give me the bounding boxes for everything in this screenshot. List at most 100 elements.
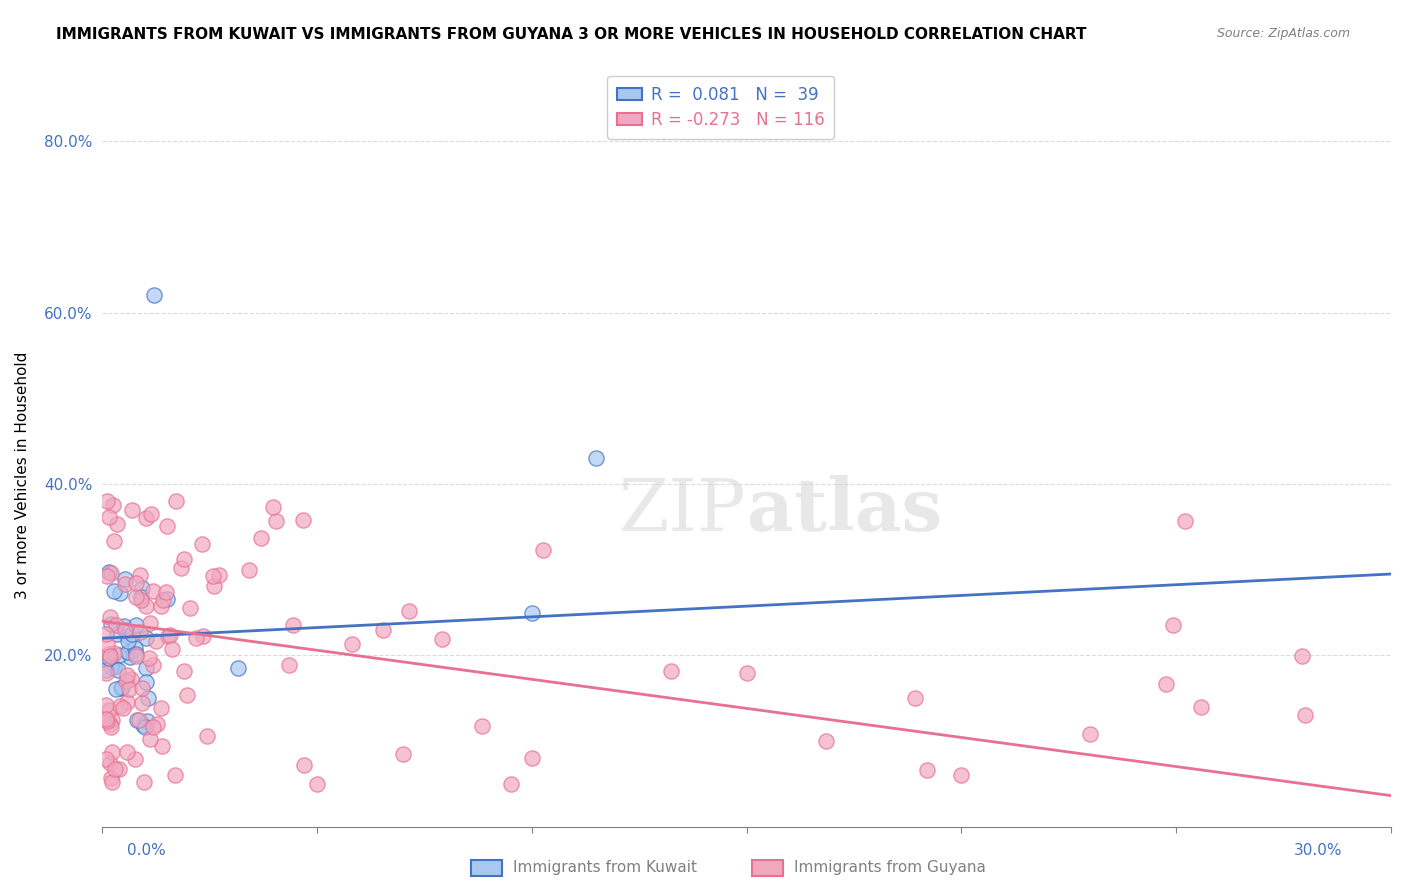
Point bbox=[96, 569, 118, 583]
Point bbox=[585, 451, 607, 466]
Point bbox=[735, 665, 758, 680]
Point bbox=[471, 719, 494, 733]
Point bbox=[176, 688, 198, 702]
Point bbox=[138, 651, 160, 665]
Point bbox=[152, 593, 174, 607]
Point bbox=[432, 632, 454, 646]
Point bbox=[108, 698, 131, 713]
Point bbox=[371, 624, 394, 638]
Point bbox=[159, 628, 181, 642]
Point bbox=[173, 552, 195, 566]
Point bbox=[96, 714, 118, 728]
Point bbox=[125, 649, 148, 664]
Point bbox=[96, 663, 118, 677]
Point bbox=[145, 717, 167, 731]
Point bbox=[226, 661, 249, 675]
Point bbox=[139, 731, 162, 746]
Point bbox=[128, 625, 150, 640]
Point bbox=[195, 729, 218, 743]
Point bbox=[249, 531, 271, 545]
Point bbox=[520, 751, 543, 765]
Point bbox=[107, 762, 129, 776]
Point bbox=[283, 617, 305, 632]
Point bbox=[132, 774, 155, 789]
Point bbox=[156, 592, 179, 607]
Point bbox=[531, 543, 554, 558]
Point bbox=[121, 672, 143, 686]
Text: Source: ZipAtlas.com: Source: ZipAtlas.com bbox=[1216, 27, 1350, 40]
Legend: R =  0.081   N =  39, R = -0.273   N = 116: R = 0.081 N = 39, R = -0.273 N = 116 bbox=[607, 76, 834, 139]
Text: atlas: atlas bbox=[747, 475, 942, 546]
Point bbox=[107, 663, 129, 677]
Point bbox=[101, 713, 124, 727]
Point bbox=[104, 681, 127, 696]
Point bbox=[114, 576, 136, 591]
Point bbox=[96, 627, 118, 641]
Point bbox=[121, 627, 143, 641]
Point bbox=[128, 714, 150, 728]
Point bbox=[97, 510, 120, 524]
Point bbox=[101, 745, 124, 759]
Point bbox=[142, 288, 165, 302]
Text: 0.0%: 0.0% bbox=[127, 843, 166, 858]
Point bbox=[142, 720, 165, 734]
Point bbox=[173, 664, 195, 678]
Point bbox=[208, 567, 231, 582]
Point bbox=[100, 771, 122, 785]
Point bbox=[340, 637, 363, 651]
Point bbox=[238, 563, 260, 577]
Point bbox=[1189, 699, 1212, 714]
Point bbox=[191, 537, 214, 551]
Point bbox=[149, 701, 172, 715]
Text: Immigrants from Guyana: Immigrants from Guyana bbox=[794, 861, 986, 875]
Point bbox=[96, 666, 118, 681]
Point bbox=[115, 668, 138, 682]
Point bbox=[904, 691, 927, 706]
Point bbox=[98, 651, 121, 665]
Point bbox=[179, 601, 201, 615]
Point bbox=[1291, 648, 1313, 663]
Point bbox=[117, 629, 139, 643]
Point bbox=[135, 661, 157, 675]
Point bbox=[96, 751, 118, 765]
Point bbox=[125, 647, 148, 661]
Point bbox=[131, 696, 153, 710]
Point bbox=[97, 703, 120, 717]
Point bbox=[814, 734, 837, 748]
Point bbox=[292, 758, 315, 772]
Point bbox=[115, 695, 138, 709]
Point bbox=[100, 660, 122, 674]
Point bbox=[118, 649, 141, 664]
Point bbox=[292, 513, 315, 527]
Point bbox=[139, 507, 162, 521]
Point bbox=[170, 561, 193, 575]
Point bbox=[132, 718, 155, 732]
Point bbox=[1078, 727, 1101, 741]
Point bbox=[108, 648, 131, 662]
Point bbox=[1161, 617, 1184, 632]
Point bbox=[398, 604, 420, 618]
Point bbox=[125, 618, 148, 632]
Point bbox=[105, 618, 128, 632]
Text: Immigrants from Kuwait: Immigrants from Kuwait bbox=[513, 861, 697, 875]
Point bbox=[157, 629, 180, 643]
Point bbox=[1154, 677, 1177, 691]
Point bbox=[264, 515, 287, 529]
Point bbox=[145, 634, 167, 648]
Point bbox=[114, 673, 136, 688]
Point bbox=[149, 599, 172, 614]
Point bbox=[96, 637, 118, 651]
Point bbox=[110, 681, 132, 695]
Point bbox=[98, 609, 121, 624]
Point bbox=[98, 647, 121, 661]
Point bbox=[131, 592, 153, 607]
Point bbox=[114, 572, 136, 586]
Point bbox=[139, 616, 162, 631]
Point bbox=[184, 631, 207, 645]
Point bbox=[155, 584, 177, 599]
Point bbox=[520, 606, 543, 620]
Point bbox=[136, 714, 159, 729]
Point bbox=[129, 568, 152, 582]
Point bbox=[108, 585, 131, 599]
Point bbox=[501, 776, 523, 790]
